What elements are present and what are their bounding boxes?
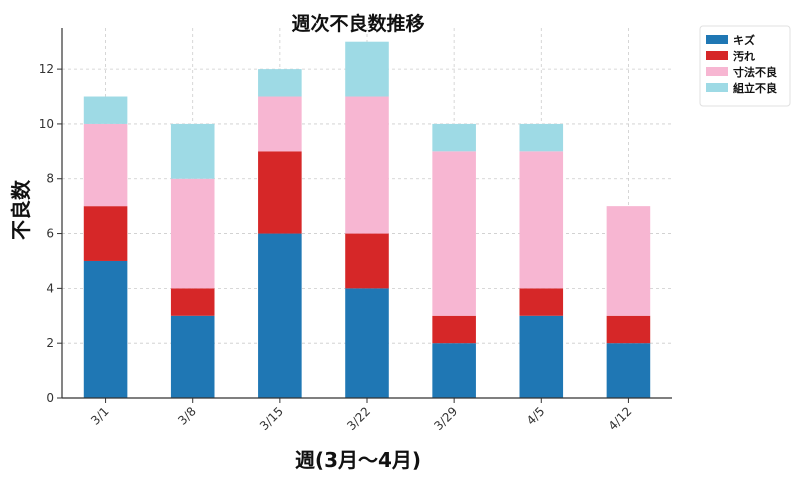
bar-segment [432,123,476,152]
bars [83,41,651,398]
legend-swatch [706,35,728,44]
bar-segment [519,151,564,289]
legend-label: 汚れ [733,49,755,63]
y-axis-label: 不良数 [9,179,33,240]
bar-segment [345,96,389,234]
legend-swatch [706,83,728,92]
y-tick-label: 2 [46,336,54,350]
x-tick-label: 3/22 [344,404,373,433]
bar-segment [83,260,128,398]
x-axis-label: 週(3月〜4月) [295,448,421,472]
bar-segment [432,315,476,344]
x-tick-label: 3/29 [431,404,460,433]
legend-label: キズ [733,33,755,47]
bar-segment [170,288,215,316]
bar-segment [432,343,476,398]
bar-segment [345,41,389,97]
bar-segment [258,233,302,398]
bar-segment [83,123,128,207]
bar-segment [519,123,564,152]
bar-segment [606,315,651,344]
legend-swatch [706,51,728,60]
bar-segment [432,151,476,316]
legend-label: 組立不良 [733,81,777,95]
x-tick-label: 3/15 [257,404,286,433]
bar-segment [258,69,302,97]
bar-segment [519,288,564,316]
bar-segment [258,151,302,234]
bar-segment [606,206,651,316]
y-tick-label: 10 [39,117,54,131]
bar-segment [345,288,389,398]
x-tick-label: 4/5 [524,404,548,428]
bar-segment [170,178,215,289]
bar-segment [345,233,389,289]
bar-segment [83,206,128,261]
y-tick-label: 4 [46,281,54,295]
chart-title: 週次不良数推移 [291,12,424,35]
y-tick-label: 0 [46,391,54,405]
x-tick-label: 3/8 [175,404,199,428]
bar-segment [258,96,302,152]
y-tick-label: 12 [39,62,54,76]
y-tick-label: 6 [46,227,54,241]
legend-label: 寸法不良 [733,65,777,79]
bar-segment [606,343,651,398]
bar-segment [170,123,215,179]
y-tick-label: 8 [46,172,54,186]
x-tick-label: 3/1 [88,404,112,428]
bar-segment [170,315,215,398]
x-tick-label: 4/12 [606,404,635,433]
legend-swatch [706,67,728,76]
bar-segment [83,96,128,124]
bar-segment [519,315,564,398]
